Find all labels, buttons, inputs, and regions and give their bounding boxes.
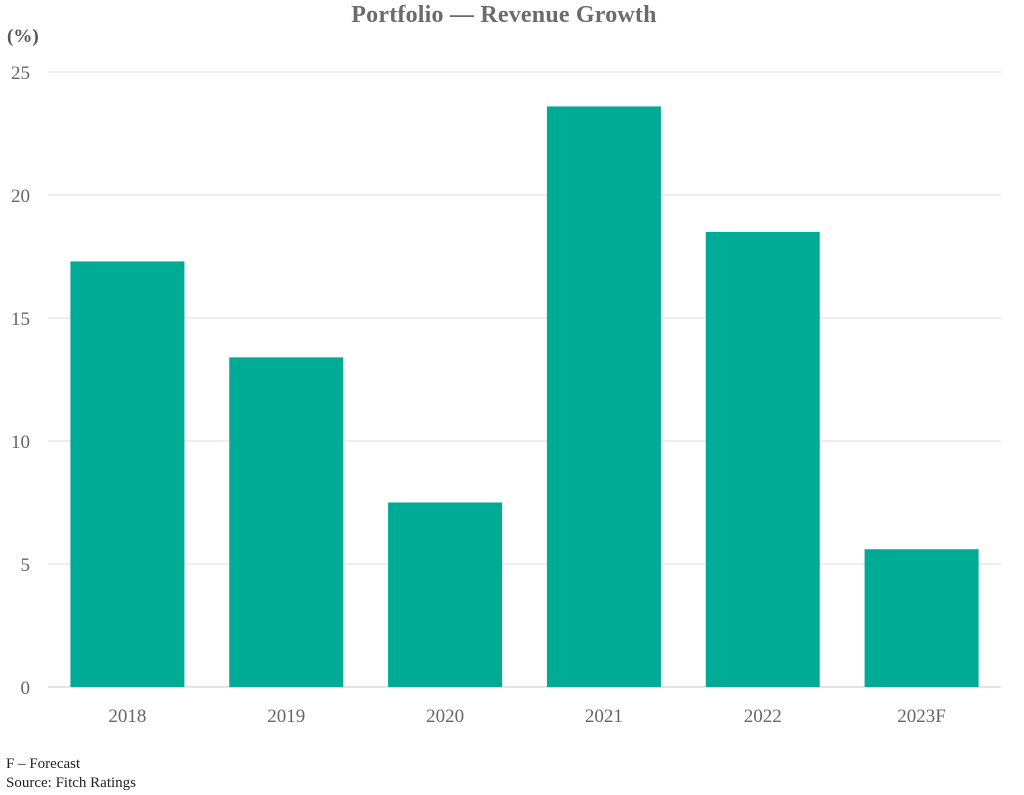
x-tick-label: 2021 bbox=[585, 706, 623, 727]
y-axis-ticks: 0 5 10 15 20 25 bbox=[11, 63, 30, 699]
x-tick-label: 2019 bbox=[267, 706, 305, 727]
y-tick-label: 10 bbox=[11, 432, 30, 453]
footnote-source: Source: Fitch Ratings bbox=[6, 775, 136, 791]
bar-2019 bbox=[229, 357, 344, 687]
y-tick-label: 0 bbox=[21, 678, 31, 699]
x-tick-label: 2022 bbox=[744, 706, 782, 727]
chart-title: Portfolio — Revenue Growth bbox=[351, 2, 657, 28]
y-axis-unit-label: (%) bbox=[7, 26, 39, 47]
x-tick-label: 2023F bbox=[897, 706, 946, 727]
bar-2020 bbox=[388, 502, 503, 687]
gridlines bbox=[48, 71, 1001, 688]
footnote-forecast: F – Forecast bbox=[6, 756, 81, 772]
y-tick-label: 20 bbox=[11, 186, 30, 207]
bar-2021 bbox=[546, 106, 661, 687]
bar-2018 bbox=[70, 261, 185, 687]
bar-2023F bbox=[864, 549, 979, 687]
x-tick-label: 2020 bbox=[426, 706, 464, 727]
bars bbox=[70, 106, 979, 687]
x-axis-ticks: 2018 2019 2020 2021 2022 2023F bbox=[108, 706, 945, 727]
y-tick-label: 5 bbox=[21, 555, 31, 576]
y-tick-label: 25 bbox=[11, 63, 30, 84]
x-tick-label: 2018 bbox=[108, 706, 146, 727]
bar-2022 bbox=[705, 231, 820, 687]
y-tick-label: 15 bbox=[11, 309, 30, 330]
